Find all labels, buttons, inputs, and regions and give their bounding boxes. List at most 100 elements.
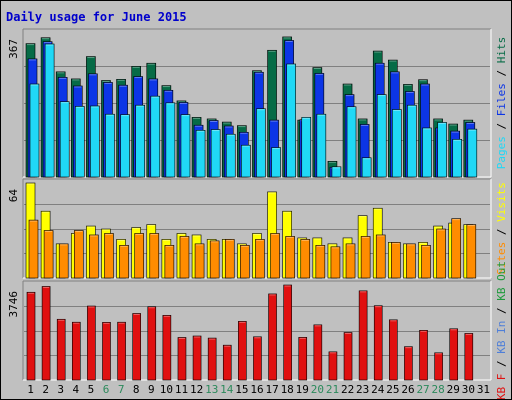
bar-kbytes [192, 335, 202, 381]
bar-sites [149, 233, 160, 279]
bar-sites [375, 234, 386, 279]
bar-pages [286, 63, 296, 178]
day-label: 20 [311, 383, 324, 396]
legend: KB F / KB In / KB Out [495, 261, 508, 399]
day-label: 27 [416, 383, 429, 396]
day-label: 17 [265, 383, 278, 396]
bar-kbytes [419, 330, 428, 381]
bar-sites [391, 242, 401, 279]
bar-kbytes [238, 321, 247, 381]
bar-sites [406, 243, 416, 279]
bar-kbytes [177, 337, 187, 381]
bar-kbytes [71, 321, 81, 381]
bar-pages [105, 113, 115, 178]
day-label: 30 [462, 383, 475, 396]
day-label: 6 [103, 383, 110, 396]
bar-sites [300, 239, 311, 279]
bar-sites [360, 236, 371, 279]
bar-sites [43, 230, 54, 279]
day-label: 9 [148, 383, 155, 396]
bar-kbytes [298, 337, 308, 381]
bar-kbytes [117, 321, 126, 381]
day-label: 25 [386, 383, 399, 396]
bar-sites [451, 218, 462, 279]
bar-pages [392, 109, 402, 178]
bar-kbytes [328, 351, 338, 381]
bar-pages [180, 114, 191, 178]
bar-kbytes [389, 319, 398, 381]
legend-hits: Hits [495, 37, 508, 64]
bar-pages [437, 122, 447, 178]
day-label: 12 [190, 383, 203, 396]
day-label: 26 [401, 383, 414, 396]
bar-kbytes [56, 318, 66, 381]
legend-visits: Visits [495, 182, 508, 222]
legend-kb-in: KB In [495, 321, 508, 354]
day-label: 2 [42, 383, 49, 396]
bar-sites [255, 239, 265, 279]
bar-sites [58, 243, 69, 279]
day-label: 7 [118, 383, 125, 396]
legend-files: Files [495, 83, 508, 116]
bar-pages [331, 166, 342, 178]
day-label: 3 [57, 383, 64, 396]
day-label: 29 [447, 383, 460, 396]
bar-kbytes [102, 322, 111, 381]
bar-sites [134, 233, 144, 279]
bar-kbytes [41, 286, 51, 381]
day-label: 28 [432, 383, 445, 396]
bar-pages [150, 95, 161, 178]
legend-separator: / [495, 301, 508, 321]
bar-pages [361, 157, 372, 178]
bar-pages [210, 129, 221, 178]
bar-sites [224, 239, 235, 279]
bar-sites [194, 243, 205, 279]
bar-kbytes [358, 290, 368, 381]
bar-pages [165, 102, 176, 178]
bar-pages [44, 43, 55, 178]
max-label: 367 [7, 39, 20, 59]
day-label: 8 [133, 383, 140, 396]
bar-sites [330, 246, 341, 279]
bar-sites [28, 219, 39, 279]
day-label: 18 [281, 383, 294, 396]
bar-pages [316, 113, 327, 178]
bar-sites [466, 224, 477, 279]
bar-pages [346, 106, 357, 178]
bar-pages [241, 144, 251, 178]
day-label: 4 [73, 383, 80, 396]
day-label: 1 [27, 383, 34, 396]
bar-sites [345, 243, 356, 279]
bar-sites [104, 233, 114, 279]
bar-pages [120, 114, 130, 178]
legend-kb-f: KB F [495, 374, 508, 399]
legend: Sites / Visits [495, 182, 508, 275]
bar-kbytes [313, 324, 323, 381]
bar-pages [452, 139, 463, 178]
day-label: 15 [235, 383, 248, 396]
bar-kbytes [222, 344, 232, 381]
legend-kb-out: KB Out [495, 261, 508, 301]
bar-sites [89, 234, 99, 279]
max-label: 3746 [7, 291, 20, 318]
day-label: 21 [326, 383, 339, 396]
day-label: 24 [371, 383, 385, 396]
bar-kbytes [253, 336, 262, 381]
day-label: 31 [477, 383, 490, 396]
day-label: 19 [296, 383, 309, 396]
legend-separator: / [495, 63, 508, 83]
bar-kbytes [207, 337, 217, 381]
bar-sites [270, 233, 280, 279]
legend-pages: Pages [495, 136, 508, 169]
day-label: 10 [160, 383, 173, 396]
bar-sites [240, 245, 250, 279]
bar-kbytes [162, 315, 172, 381]
chart-title: Daily usage for June 2015 [6, 10, 187, 24]
bar-pages [376, 94, 387, 178]
bar-kbytes [283, 284, 292, 381]
bar-kbytes [434, 352, 443, 381]
bar-kbytes [404, 346, 413, 381]
bar-pages [422, 127, 432, 178]
